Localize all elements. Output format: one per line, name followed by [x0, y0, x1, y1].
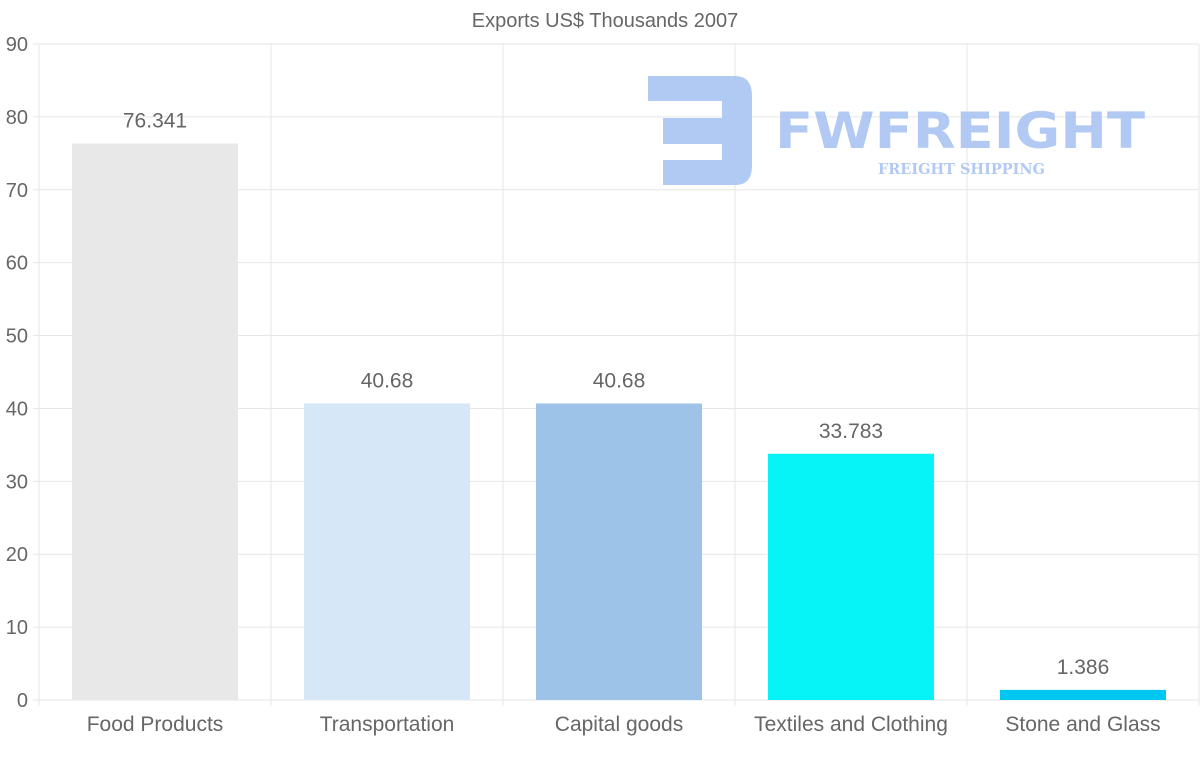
- chart-title: Exports US$ Thousands 2007: [472, 10, 738, 32]
- bar[interactable]: [536, 403, 702, 700]
- x-tick-label: Food Products: [87, 713, 224, 736]
- y-tick-label: 80: [6, 107, 28, 129]
- y-tick-label: 0: [17, 690, 28, 712]
- y-tick-label: 20: [6, 544, 28, 566]
- data-label: 1.386: [1057, 656, 1110, 679]
- y-tick-label: 50: [6, 326, 28, 348]
- y-tick-label: 40: [6, 398, 28, 420]
- y-tick-label: 10: [6, 617, 28, 639]
- x-axis: Food Products Transportation Capital goods…: [87, 713, 1161, 736]
- data-label: 40.68: [593, 369, 646, 392]
- y-tick-label: 70: [6, 180, 28, 202]
- x-tick-label: Stone and Glass: [1005, 713, 1160, 736]
- bar[interactable]: [1000, 689, 1166, 700]
- x-tick-label: Capital goods: [555, 713, 683, 736]
- bar-series: [72, 143, 1166, 700]
- x-tick-label: Textiles and Clothing: [754, 713, 948, 736]
- data-labels: 76.341 40.68 40.68 33.783 1.386: [123, 110, 1109, 679]
- fwfreight-logo-icon: [648, 76, 752, 185]
- y-tick-label: 60: [6, 253, 28, 275]
- data-label: 76.341: [123, 110, 187, 133]
- y-axis: 0 10 20 30 40 50 60 70 80 90: [6, 34, 28, 712]
- watermark-brand: FWFREIGHT: [775, 102, 1145, 160]
- bar[interactable]: [304, 403, 470, 700]
- watermark-tagline: FREIGHT SHIPPING: [878, 160, 1045, 178]
- bar[interactable]: [72, 143, 238, 700]
- x-tick-label: Transportation: [320, 713, 455, 736]
- y-tick-label: 30: [6, 471, 28, 493]
- y-tick-label: 90: [6, 34, 28, 56]
- data-label: 33.783: [819, 420, 883, 443]
- watermark-logo: FWFREIGHT FREIGHT SHIPPING: [648, 76, 1145, 185]
- bar[interactable]: [768, 453, 934, 700]
- data-label: 40.68: [361, 369, 414, 392]
